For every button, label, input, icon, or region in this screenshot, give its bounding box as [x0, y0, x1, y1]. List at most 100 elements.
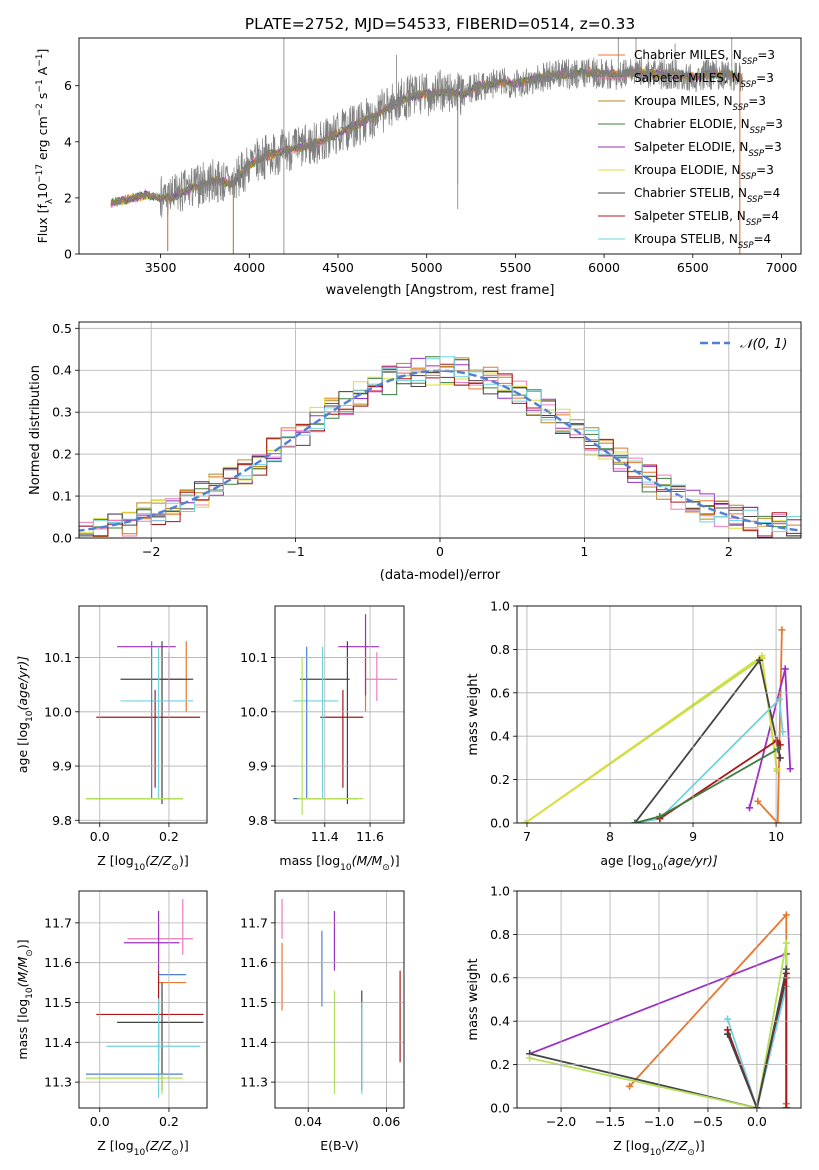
- label-part: ⊙: [171, 863, 179, 873]
- label-part: (M/M: [15, 957, 30, 988]
- x-tick-label: 5000: [411, 260, 443, 275]
- label-part: )]: [179, 1138, 189, 1153]
- label-part: λ: [45, 198, 55, 204]
- x-tick-label: 10: [768, 829, 784, 844]
- legend-text: Chabrier STELIB, N: [634, 186, 747, 200]
- y-tick-label: 11.6: [44, 955, 72, 970]
- plot-area: [521, 626, 794, 823]
- legend-label: Chabrier STELIB, NSSP=4: [634, 186, 780, 205]
- legend-sub: SSP: [750, 126, 766, 136]
- x-tick-label: 1: [580, 544, 588, 559]
- x-tick-label: 7000: [766, 260, 798, 275]
- plot-area: [526, 911, 790, 1108]
- axes-Z_weight: −2.0 −1.5 −1.0 −0.5 0.0 0.0 0.2 0.4 0.6 0.8 1.0 Z […: [466, 884, 802, 1158]
- weight-point-marker: [755, 656, 763, 664]
- label-part: Z [log: [613, 1138, 649, 1153]
- x-axis-label: mass [log10(M/M⊙)]: [279, 853, 399, 873]
- weight-point-marker: [754, 797, 762, 805]
- label-part: (age/yr)]: [15, 656, 30, 711]
- label-part: s: [35, 93, 50, 104]
- legend-tail: =3: [765, 117, 783, 131]
- x-tick-label: 7: [523, 829, 531, 844]
- x-tick-label: −1: [286, 544, 304, 559]
- plot-area: [85, 641, 201, 805]
- y-tick-label: 0.1: [52, 489, 72, 504]
- legend-text: Salpeter MILES, N: [634, 71, 741, 85]
- legend-label: Salpeter MILES, NSSP=3: [634, 71, 774, 90]
- label-part: (age/yr)]: [663, 853, 718, 868]
- legend-text: Kroupa ELODIE, N: [634, 163, 741, 177]
- label-part: −2: [35, 103, 45, 116]
- legend-sub: SSP: [746, 218, 762, 228]
- axes-border: [274, 605, 405, 824]
- label-part: (Z/Z: [145, 1138, 172, 1153]
- label-part: (M/M: [352, 853, 383, 868]
- legend-label: Chabrier MILES, NSSP=3: [634, 48, 775, 67]
- label-part: 10: [35, 183, 50, 199]
- y-axis-label: Flux [fλ10−17 erg cm−2 s−1 A−1]: [35, 49, 55, 244]
- y-tick-label: 0.2: [52, 447, 72, 462]
- legend-sub: SSP: [738, 241, 754, 251]
- x-tick-label: 0.04: [294, 1114, 322, 1129]
- label-part: 10: [25, 987, 35, 999]
- x-axis-label: E(B-V): [320, 1138, 359, 1153]
- y-tick-label: 2: [64, 190, 72, 205]
- legend-tail: =3: [756, 163, 774, 177]
- x-tick-label: −1.5: [595, 1114, 625, 1129]
- y-tick-label: 11.7: [44, 915, 72, 930]
- legend-sub: SSP: [733, 103, 749, 113]
- axes-border: [78, 605, 208, 824]
- axes-border: [78, 37, 802, 255]
- weight-point-marker: [782, 939, 790, 947]
- label-part: 10: [134, 863, 146, 873]
- y-tick-label: 1.0: [490, 884, 510, 899]
- label-part: ⊙: [382, 863, 390, 873]
- weight-point-marker: [521, 819, 529, 823]
- label-part: Z [log: [97, 1138, 133, 1153]
- x-tick-label: 8: [606, 829, 614, 844]
- axes-EBV_mass: 0.04 0.06 11.3 11.4 11.5 11.6 11.7 E(B-V): [240, 890, 405, 1153]
- axes-border: [274, 890, 405, 1109]
- x-tick-label: 5500: [499, 260, 531, 275]
- legend-tail: =4: [763, 186, 781, 200]
- weight-series-line: [726, 968, 788, 1108]
- weight-point-marker: [626, 1082, 634, 1090]
- legend-sub: SSP: [742, 57, 758, 67]
- plot-area: [293, 614, 398, 815]
- y-tick-label: 11.3: [240, 1075, 268, 1090]
- y-tick-label: 11.6: [240, 955, 268, 970]
- axes-residual_hist: −2 −1 0 1 2 0.0 0.1 0.2 0.3 0.4 0.5 𝒩(0, 1) (data-mo…: [28, 321, 802, 583]
- weight-point-marker: [724, 1030, 732, 1038]
- weight-point-marker: [779, 728, 787, 736]
- label-part: 10: [652, 863, 664, 873]
- y-tick-label: 0.0: [490, 1101, 510, 1116]
- axes-Z_age: 0.0 0.29.89.910.010.1Z [log10(Z/Z⊙)]age […: [15, 605, 208, 873]
- gaussian-legend-label: 𝒩(0, 1): [740, 337, 787, 352]
- y-tick-label: 11.7: [240, 915, 268, 930]
- weight-series-line: [757, 629, 783, 823]
- label-part: −1: [35, 79, 45, 92]
- x-tick-label: 6000: [588, 260, 620, 275]
- x-tick-label: 0.0: [747, 1114, 767, 1129]
- label-part: −17: [35, 164, 45, 183]
- weight-point-marker: [782, 1104, 790, 1108]
- y-tick-label: 0.4: [490, 729, 510, 744]
- legend-label: Kroupa STELIB, NSSP=4: [634, 232, 771, 251]
- y-tick-label: 10.0: [44, 704, 72, 719]
- y-tick-label: 0.6: [490, 970, 510, 985]
- weight-point-marker: [746, 804, 754, 812]
- axes-border: [516, 605, 802, 824]
- y-tick-label: 11.4: [240, 1035, 268, 1050]
- x-tick-label: −2.0: [546, 1114, 576, 1129]
- axes-border: [516, 890, 802, 1109]
- y-tick-label: 10.1: [240, 650, 268, 665]
- legend-text: Kroupa STELIB, N: [634, 232, 738, 246]
- y-tick-label: 0.4: [52, 363, 72, 378]
- y-tick-label: 0.3: [52, 405, 72, 420]
- legend-label: Salpeter STELIB, NSSP=4: [634, 209, 779, 228]
- y-tick-label: 11.4: [44, 1035, 72, 1050]
- axes-spectrum: 3500 4000 4500 5000 5500 6000 6500 7000 0 2 4 6 Chab…: [35, 37, 802, 298]
- y-tick-label: 11.5: [44, 995, 72, 1010]
